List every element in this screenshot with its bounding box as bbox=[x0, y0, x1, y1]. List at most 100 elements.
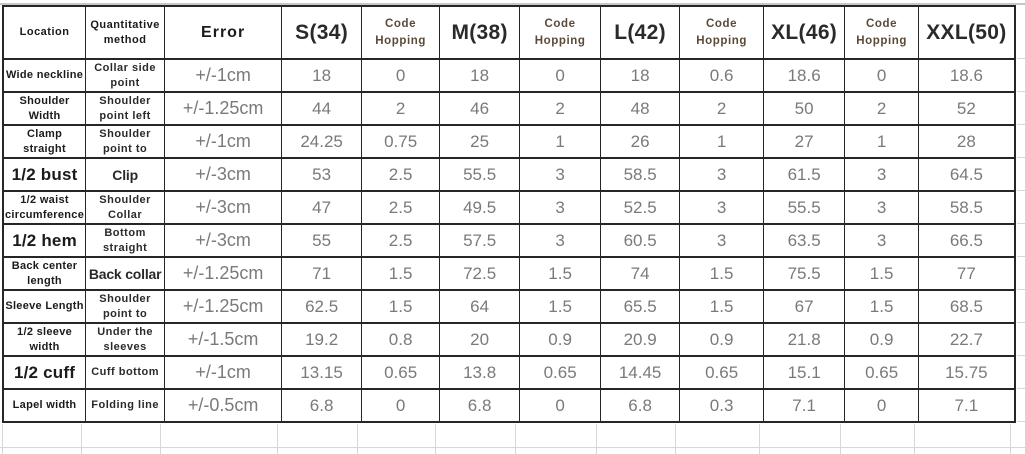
cell-value: 7.1 bbox=[918, 388, 1016, 423]
cell-error: +/-1cm bbox=[164, 355, 283, 390]
cell-error: +/-0.5cm bbox=[164, 388, 283, 423]
cell-value: 18.6 bbox=[763, 58, 846, 93]
cell-location: 1/2 sleeve width bbox=[2, 322, 87, 357]
table-row: 1/2 waist circumference Shoulder Collar +/… bbox=[2, 190, 1016, 225]
cell-value: 67 bbox=[763, 289, 846, 324]
table-row: 1/2 sleeve width Under the sleeves +/-1.5c… bbox=[2, 322, 1016, 357]
spreadsheet-grid-stub bbox=[357, 424, 358, 454]
col-header-code-hopping-4: Code Hopping bbox=[361, 5, 441, 60]
cell-value: 0 bbox=[361, 388, 441, 423]
cell-value: 2 bbox=[679, 91, 765, 126]
cell-value: 2 bbox=[519, 91, 602, 126]
table-row: 1/2 bust Clip +/-3cm 53 2.5 55.5 3 58.5 3 61.5 3 64… bbox=[2, 157, 1016, 192]
cell-value: 1.5 bbox=[519, 256, 602, 291]
cell-error: +/-3cm bbox=[164, 190, 283, 225]
cell-value: 0.65 bbox=[679, 355, 765, 390]
cell-method: Shoulder point to bbox=[85, 124, 166, 159]
cell-value: 61.5 bbox=[763, 157, 846, 192]
cell-value: 1.5 bbox=[844, 289, 920, 324]
cell-value: 47 bbox=[281, 190, 363, 225]
cell-value: 0.65 bbox=[519, 355, 602, 390]
cell-value: 52 bbox=[918, 91, 1016, 126]
cell-value: 52.5 bbox=[600, 190, 681, 225]
cell-value: 66.5 bbox=[918, 223, 1016, 258]
cell-location: 1/2 cuff bbox=[2, 355, 87, 390]
cell-value: 18 bbox=[439, 58, 521, 93]
cell-value: 3 bbox=[844, 190, 920, 225]
cell-value: 62.5 bbox=[281, 289, 363, 324]
cell-value: 63.5 bbox=[763, 223, 846, 258]
cell-value: 19.2 bbox=[281, 322, 363, 357]
cell-method: Collar side point bbox=[85, 58, 166, 93]
cell-value: 20.9 bbox=[600, 322, 681, 357]
cell-value: 6.8 bbox=[600, 388, 681, 423]
cell-value: 1 bbox=[844, 124, 920, 159]
cell-value: 24.25 bbox=[281, 124, 363, 159]
cell-error: +/-3cm bbox=[164, 157, 283, 192]
spreadsheet-grid-stub bbox=[435, 424, 436, 454]
cell-value: 0 bbox=[519, 58, 602, 93]
cell-value: 28 bbox=[918, 124, 1016, 159]
cell-value: 2.5 bbox=[361, 157, 441, 192]
cell-value: 1.5 bbox=[519, 289, 602, 324]
cell-error: +/-3cm bbox=[164, 223, 283, 258]
cell-value: 0 bbox=[844, 58, 920, 93]
cell-value: 1.5 bbox=[844, 256, 920, 291]
col-header-quantitative-method: Quantitative method bbox=[85, 5, 166, 60]
spreadsheet-grid-lines-right bbox=[1017, 58, 1025, 424]
cell-value: 1 bbox=[519, 124, 602, 159]
cell-method: Cuff bottom bbox=[85, 355, 166, 390]
cell-value: 71 bbox=[281, 256, 363, 291]
spreadsheet-grid-stub bbox=[1010, 424, 1011, 454]
size-chart-table: Location Quantitative method Error S(34) Cod… bbox=[2, 5, 1016, 423]
spreadsheet-grid-stub bbox=[759, 424, 760, 454]
col-header-code-hopping-10: Code Hopping bbox=[844, 5, 920, 60]
cell-error: +/-1.25cm bbox=[164, 289, 283, 324]
spreadsheet-grid-line-top bbox=[0, 3, 1025, 5]
cell-method: Folding line bbox=[85, 388, 166, 423]
cell-value: 3 bbox=[679, 157, 765, 192]
spreadsheet-grid-stub bbox=[160, 424, 161, 454]
spreadsheet-grid-stub bbox=[515, 424, 516, 454]
cell-value: 64.5 bbox=[918, 157, 1016, 192]
spreadsheet-grid-stub bbox=[675, 424, 676, 454]
cell-method: Back collar bbox=[85, 256, 166, 291]
cell-error: +/-1cm bbox=[164, 124, 283, 159]
cell-value: 58.5 bbox=[918, 190, 1016, 225]
cell-method: Shoulder point to bbox=[85, 289, 166, 324]
table-row: 1/2 cuff Cuff bottom +/-1cm 13.15 0.65 13.8 0.… bbox=[2, 355, 1016, 390]
cell-value: 1.5 bbox=[679, 289, 765, 324]
col-header-code-hopping-8: Code Hopping bbox=[679, 5, 765, 60]
cell-method: Clip bbox=[85, 157, 166, 192]
col-header-xl-46: XL(46) bbox=[763, 5, 846, 60]
cell-method: Shoulder Collar bbox=[85, 190, 166, 225]
table-row: 1/2 hem Bottom straight +/-3cm 55 2.5 57.5 3 60… bbox=[2, 223, 1016, 258]
cell-value: 77 bbox=[918, 256, 1016, 291]
spreadsheet-grid-stub bbox=[596, 424, 597, 454]
cell-value: 3 bbox=[519, 190, 602, 225]
cell-value: 20 bbox=[439, 322, 521, 357]
cell-value: 0.9 bbox=[519, 322, 602, 357]
col-header-code-hopping-6: Code Hopping bbox=[519, 5, 602, 60]
col-header-m-38: M(38) bbox=[439, 5, 521, 60]
table-row: Lapel width Folding line +/-0.5cm 6.8 0 6.8 0 6… bbox=[2, 388, 1016, 423]
col-header-error: Error bbox=[164, 5, 283, 60]
spreadsheet-grid-line-bottom bbox=[0, 447, 1025, 448]
cell-value: 21.8 bbox=[763, 322, 846, 357]
table-row: Sleeve Length Shoulder point to +/-1.25cm 6… bbox=[2, 289, 1016, 324]
cell-value: 0 bbox=[361, 58, 441, 93]
cell-method: Shoulder point left bbox=[85, 91, 166, 126]
cell-value: 0.8 bbox=[361, 322, 441, 357]
cell-value: 3 bbox=[519, 223, 602, 258]
cell-value: 1 bbox=[679, 124, 765, 159]
cell-location: 1/2 bust bbox=[2, 157, 87, 192]
cell-location: Sleeve Length bbox=[2, 289, 87, 324]
cell-error: +/-1.5cm bbox=[164, 322, 283, 357]
cell-value: 15.1 bbox=[763, 355, 846, 390]
cell-value: 13.8 bbox=[439, 355, 521, 390]
cell-value: 2.5 bbox=[361, 190, 441, 225]
cell-value: 1.5 bbox=[361, 256, 441, 291]
cell-value: 15.75 bbox=[918, 355, 1016, 390]
cell-error: +/-1.25cm bbox=[164, 256, 283, 291]
